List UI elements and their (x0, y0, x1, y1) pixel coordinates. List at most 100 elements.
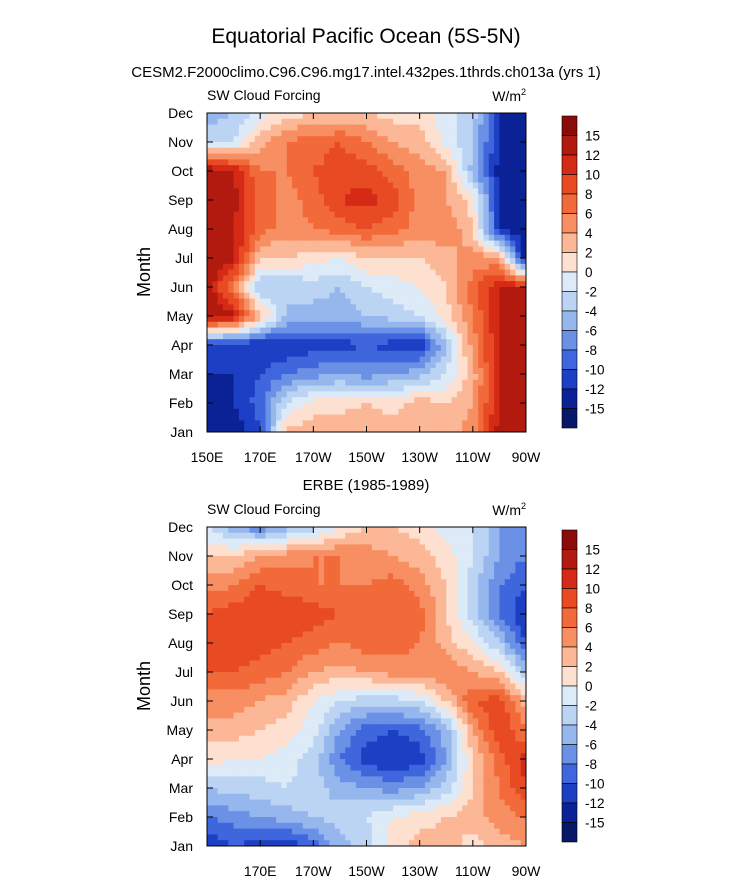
heat-cell (308, 585, 314, 592)
heat-cell (398, 625, 405, 632)
heat-cell (504, 234, 511, 242)
heat-cell (345, 362, 352, 369)
heat-cell (212, 660, 219, 667)
heat-cell (451, 252, 458, 259)
panel-top-units: W/m2 (492, 87, 526, 104)
heat-cell (302, 118, 309, 126)
heat-cell (520, 350, 527, 358)
heat-cell (393, 362, 399, 369)
heat-cell (515, 345, 522, 352)
heat-cell (212, 608, 219, 615)
heat-cell (281, 356, 288, 363)
heat-cell (350, 327, 357, 334)
heat-cell (478, 350, 484, 358)
heat-cell (233, 643, 240, 650)
heat-cell (308, 420, 314, 427)
heat-cell (329, 333, 336, 340)
heat-cell (451, 672, 458, 679)
heat-cell (249, 356, 256, 363)
heat-cell (323, 397, 330, 404)
heat-cell (403, 654, 410, 661)
heat-cell (419, 113, 426, 120)
colorbar-box (561, 213, 578, 234)
heat-cell (361, 527, 367, 534)
heat-cell (430, 217, 437, 224)
heat-cell (260, 532, 266, 540)
heat-cell (265, 327, 272, 334)
heat-cell (302, 159, 309, 166)
heat-cell (329, 532, 336, 540)
heat-cell (515, 561, 522, 569)
heat-cell (499, 287, 506, 294)
heat-cell (292, 217, 298, 224)
heat-cell (371, 205, 378, 213)
heat-cell (207, 414, 213, 421)
heat-cell (403, 556, 410, 563)
heat-cell (345, 205, 352, 213)
heat-cell (499, 408, 506, 416)
heat-cell (249, 171, 256, 178)
heat-cell (435, 327, 442, 334)
heat-cell (217, 532, 224, 540)
heat-cell (270, 391, 277, 398)
heat-cell (297, 182, 304, 189)
heat-cell (350, 385, 357, 392)
heat-cell (446, 304, 453, 311)
heat-cell (488, 159, 495, 166)
heat-cell (323, 200, 330, 207)
heat-cell (371, 654, 378, 661)
heat-cell (435, 414, 442, 421)
heat-cell (451, 246, 458, 253)
heat-cell (323, 379, 330, 387)
heat-cell (488, 585, 495, 592)
heat-cell (207, 379, 213, 387)
heat-cell (270, 304, 277, 311)
heat-cell (339, 648, 346, 656)
heat-cell (414, 426, 421, 433)
heat-cell (430, 374, 437, 381)
heat-cell (430, 573, 437, 580)
heat-cell (510, 631, 516, 638)
heat-cell (504, 345, 511, 352)
heat-cell (520, 385, 527, 392)
heat-cell (228, 194, 235, 201)
heat-cell (281, 327, 288, 334)
heat-cell (499, 240, 506, 247)
heat-cell (292, 252, 298, 259)
heat-cell (238, 379, 245, 387)
heat-cell (308, 205, 314, 213)
heat-cell (387, 171, 394, 178)
heat-cell (217, 672, 224, 679)
heat-cell (302, 142, 309, 149)
heat-cell (414, 397, 421, 404)
heat-cell (409, 637, 415, 644)
heat-cell (515, 240, 522, 247)
heat-cell (435, 532, 442, 540)
heat-cell (393, 561, 399, 569)
heat-cell (265, 316, 272, 323)
heat-cell (430, 391, 437, 398)
heat-cell (510, 625, 516, 632)
heat-cell (297, 602, 304, 609)
heat-cell (456, 263, 463, 271)
heat-cell (467, 602, 474, 609)
heat-cell (323, 625, 330, 632)
heat-cell (403, 426, 410, 433)
heat-cell (233, 258, 240, 265)
heat-cell (238, 194, 245, 201)
heat-cell (403, 660, 410, 667)
heat-cell (424, 362, 431, 369)
heat-cell (281, 333, 288, 340)
heat-cell (472, 614, 479, 621)
heat-cell (361, 316, 367, 323)
heat-cell (398, 414, 405, 421)
colorbar-label: 2 (585, 246, 593, 261)
heat-cell (435, 602, 442, 609)
heat-cell (515, 368, 522, 375)
heat-cell (387, 182, 394, 189)
heat-cell (297, 147, 304, 155)
heat-cell (244, 252, 251, 259)
heat-cell (387, 414, 394, 421)
heat-cell (217, 316, 224, 323)
heat-cell (488, 124, 495, 131)
